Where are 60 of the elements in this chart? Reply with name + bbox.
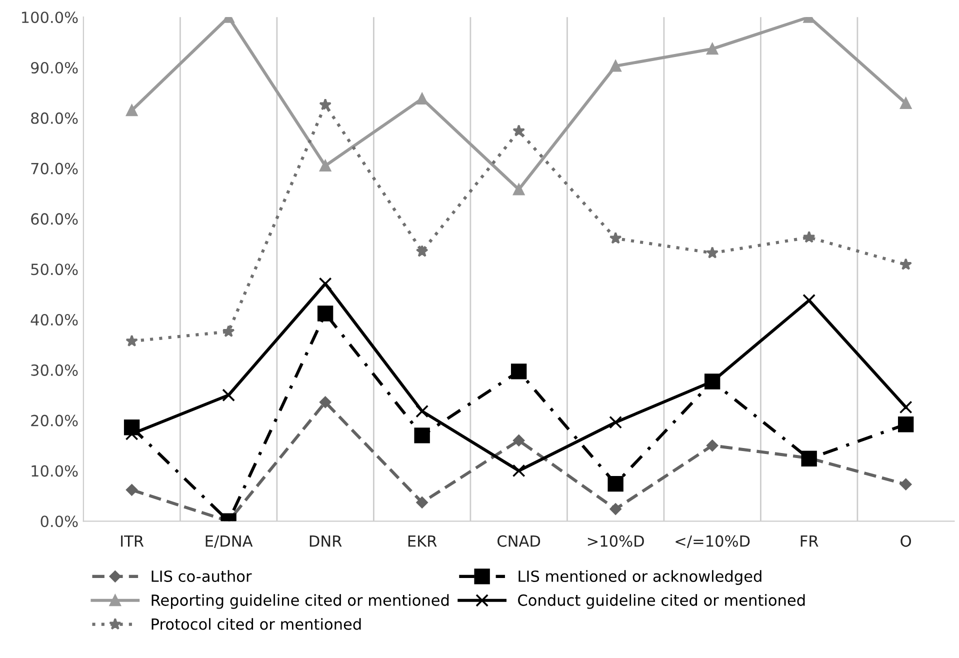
point	[416, 404, 429, 418]
point	[610, 60, 622, 72]
point	[610, 503, 622, 515]
point	[317, 306, 334, 322]
y-tick-label: 0.0%	[40, 516, 78, 528]
x-tick-label: DNR	[310, 535, 342, 547]
point	[126, 484, 138, 496]
y-tick-label: 20.0%	[31, 414, 78, 426]
point	[706, 440, 718, 452]
y-tick-label: 90.0%	[31, 62, 78, 74]
y-tick-label: 40.0%	[30, 314, 78, 326]
point	[802, 230, 816, 243]
point	[416, 245, 428, 257]
point	[126, 104, 138, 116]
legend-label: Conduct guideline cited or mentioned	[518, 594, 805, 609]
point	[318, 277, 332, 290]
x-tick-label: CNAD	[498, 535, 540, 547]
y-tick-label: 50.0%	[31, 264, 78, 276]
point	[510, 364, 527, 380]
y-tick-label: 70.0%	[31, 162, 78, 174]
point	[416, 496, 428, 508]
y-tick-label: 30.0%	[31, 364, 78, 376]
legend-label: LIS mentioned or acknowledged	[518, 570, 762, 585]
point	[513, 434, 525, 446]
y-tick-label: 100.0%	[22, 12, 78, 24]
x-tick-label: </=10%D	[676, 535, 750, 548]
x-tick-label: EKR	[408, 535, 437, 547]
point	[416, 92, 428, 105]
y-tick-label: 10.0%	[32, 465, 78, 477]
point	[802, 294, 816, 307]
point	[513, 184, 525, 196]
legend-label: LIS co-author	[152, 570, 252, 582]
point	[512, 464, 526, 478]
point	[899, 400, 912, 414]
point	[609, 232, 622, 244]
x-tick-label: FR	[800, 535, 818, 547]
point	[222, 388, 236, 402]
point	[706, 246, 719, 258]
x-tick-label: ITR	[121, 535, 144, 547]
point	[898, 416, 914, 432]
point	[900, 98, 912, 110]
legend-label: Protocol cited or mentioned	[152, 618, 361, 630]
x-tick-label: >10%D	[588, 535, 644, 547]
x-tick-label: E/DNA	[206, 535, 253, 548]
point	[706, 43, 718, 55]
point	[900, 478, 912, 490]
y-tick-label: 60.0%	[31, 213, 78, 225]
legend-label: Reporting guideline cited or mentioned	[152, 594, 449, 609]
point	[320, 396, 332, 408]
point	[512, 124, 526, 136]
y-tick-label: 80.0%	[31, 112, 78, 124]
point	[320, 160, 332, 172]
x-tick-label: O	[900, 535, 911, 547]
point	[126, 334, 138, 347]
point	[609, 416, 622, 429]
point	[319, 98, 332, 110]
point	[900, 258, 912, 270]
point	[608, 476, 624, 492]
point	[222, 325, 235, 338]
point	[414, 428, 430, 444]
